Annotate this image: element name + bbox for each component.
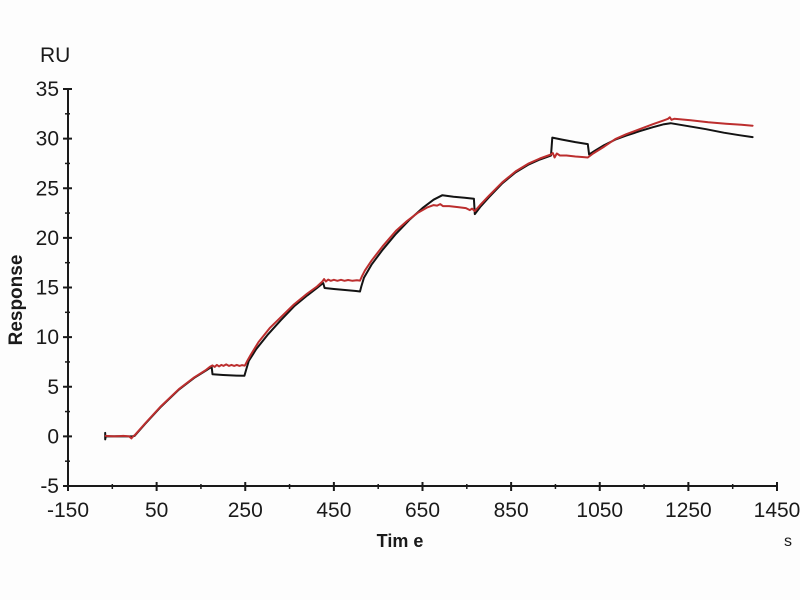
y-tick-label: 35	[36, 78, 59, 101]
y-tick-label: 10	[36, 326, 59, 349]
x-tick-label: 1050	[576, 499, 623, 522]
y-tick-label: 5	[47, 376, 59, 399]
y-axis-unit-label: RU	[40, 44, 71, 67]
x-tick-label: -150	[47, 499, 89, 522]
x-tick-label: 1250	[665, 499, 712, 522]
y-tick-label: 20	[36, 227, 59, 250]
x-tick-label: 1450	[754, 499, 800, 522]
x-tick-label: 650	[405, 499, 440, 522]
x-tick-label: 50	[145, 499, 168, 522]
y-tick-label: 25	[36, 177, 59, 200]
y-axis-title: Response	[6, 254, 27, 346]
y-tick-label: 30	[36, 128, 59, 151]
x-tick-label: 450	[316, 499, 351, 522]
y-tick-label: 15	[36, 277, 59, 300]
x-tick-label: 250	[228, 499, 263, 522]
x-axis-title: Tim e	[376, 531, 424, 551]
series-fitted-curve-black	[104, 122, 754, 441]
series-measured-response-red	[104, 116, 754, 440]
y-tick-label: 0	[47, 425, 59, 448]
y-tick-label: -5	[40, 475, 59, 498]
x-axis-unit-label: s	[784, 533, 792, 550]
x-tick-label: 850	[494, 499, 529, 522]
